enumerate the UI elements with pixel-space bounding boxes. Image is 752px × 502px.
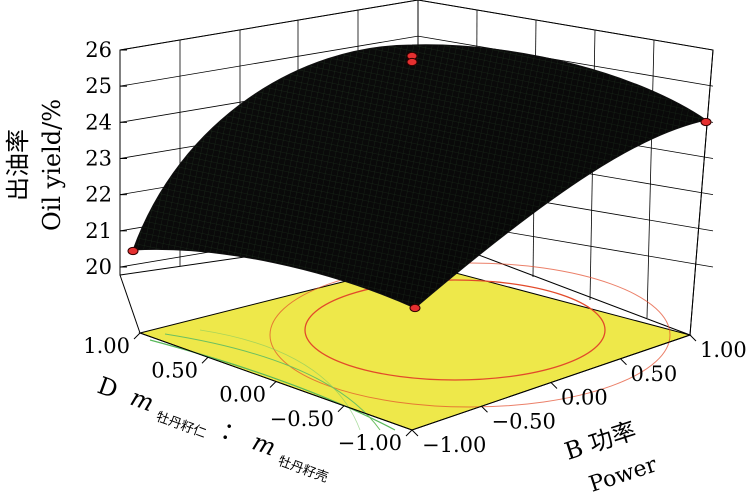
y-label-cn: B 功率 — [561, 416, 639, 465]
z-axis-label-en: Oil yield/% — [38, 99, 66, 231]
z-label-en: Oil yield/% — [38, 99, 66, 231]
y-tick-mark-4 — [689, 334, 697, 342]
x-label-m1: m — [127, 383, 158, 417]
design-point-2 — [406, 57, 418, 67]
grid-v-right-4 — [646, 39, 655, 319]
x-tick-mark-3 — [337, 405, 345, 413]
x-tick-3: −0.50 — [270, 407, 334, 431]
x-tick-0: 1.00 — [83, 334, 130, 358]
y-axis-label-en: Power — [586, 452, 660, 497]
y-tick-mark-3 — [620, 358, 627, 366]
left-back-floor-edge — [119, 274, 141, 334]
design-points — [127, 51, 712, 313]
y-tick-mark-1 — [481, 405, 488, 413]
x-tick-mark-0 — [133, 332, 141, 340]
y-tick-4: 1.00 — [700, 338, 747, 362]
z-tick-1: 21 — [85, 219, 112, 243]
x-label-d: D — [94, 371, 122, 404]
design-point-3 — [700, 117, 712, 127]
z-tick-5: 25 — [85, 74, 112, 98]
y-tick-mark-0 — [411, 429, 419, 437]
z-tick-0: 20 — [85, 255, 112, 279]
x-tick-2: 0.00 — [219, 383, 266, 407]
y-tick-2: 0.00 — [561, 386, 608, 410]
z-grid-6 — [119, 0, 714, 51]
design-point-0 — [127, 246, 139, 256]
z-tick-4: 24 — [85, 110, 112, 134]
x-tick-mark-1 — [201, 356, 209, 364]
x-label-sub1: 牡丹籽仁 — [154, 410, 208, 442]
contour-edge-3 — [199, 329, 361, 431]
y-tick-0: −1.00 — [422, 433, 486, 457]
y-tick-mark-2 — [550, 382, 558, 389]
x-label-m2: m — [249, 428, 280, 462]
x-tick-mark-2 — [269, 381, 277, 388]
right-vertical — [689, 49, 714, 336]
z-axis-ticks: 20 21 22 23 24 25 26 — [85, 38, 127, 279]
y-tick-1: −0.50 — [492, 409, 556, 433]
z-grid-5 — [119, 35, 714, 87]
x-tick-mark-4 — [405, 429, 413, 437]
y-label-en: Power — [586, 452, 660, 497]
z-tick-2: 22 — [85, 183, 112, 207]
response-surface — [132, 44, 708, 309]
z-label-cn: 出油率 — [4, 129, 32, 201]
surface-shade — [133, 44, 706, 308]
x-tick-1: 0.50 — [151, 358, 198, 382]
y-tick-3: 0.50 — [631, 362, 678, 386]
design-point-4 — [409, 303, 421, 313]
y-axis-ticks: −1.00−0.500.00 0.50 1.00 — [411, 334, 747, 457]
x-label-colon: ： — [217, 416, 249, 451]
x-label-sub2: 牡丹籽壳 — [276, 454, 330, 486]
x-axis-ticks: 1.00 0.50 0.00−0.50−1.00 — [83, 332, 413, 455]
y-axis-label: B 功率 — [561, 416, 639, 465]
z-tick-6: 26 — [85, 38, 112, 62]
z-axis-label: 出油率 — [4, 129, 32, 201]
contour-center — [304, 279, 606, 381]
z-tick-3: 23 — [85, 147, 112, 171]
x-tick-4: −1.00 — [338, 431, 402, 455]
